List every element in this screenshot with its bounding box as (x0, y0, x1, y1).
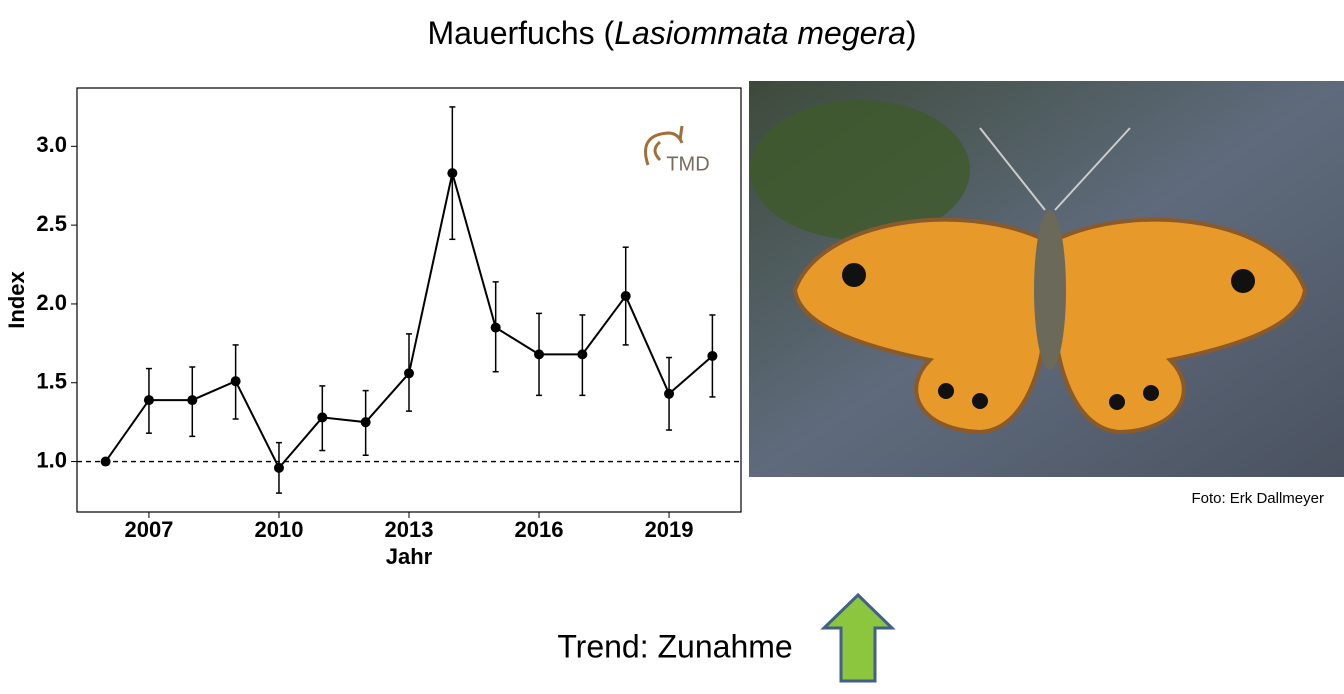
y-axis-label: Index (4, 271, 29, 329)
y-tick-label: 2.5 (36, 211, 67, 236)
chart: TMD Jahr Index 1.0 1.5 2.0 2.5 3.0 2007 2010 20… (4, 87, 742, 569)
photo (749, 81, 1344, 477)
x-tick-label: 2007 (124, 517, 173, 542)
data-point (490, 322, 501, 333)
data-point (577, 349, 588, 360)
x-tick-label: 2019 (645, 517, 694, 542)
eyespot (1109, 394, 1125, 410)
antennae (979, 127, 1131, 211)
trend-label: Trend: Zunahme (557, 628, 792, 664)
logo-icon (644, 125, 684, 166)
slide-title: Mauerfuchs (Lasiommata megera) (427, 15, 916, 51)
data-point (620, 291, 631, 302)
data-point (360, 417, 371, 428)
title-text: Mauerfuchs ( (427, 15, 614, 51)
data-point (534, 349, 545, 360)
y-tick-label: 1.0 (36, 447, 67, 472)
x-tick-label: 2016 (515, 517, 564, 542)
data-point (664, 388, 675, 399)
y-tick-label: 2.0 (36, 290, 67, 315)
eyespot (1231, 269, 1255, 293)
photo-credit: Foto: Erk Dallmeyer (1191, 490, 1324, 507)
eyespot (1143, 385, 1159, 401)
plot-frame (76, 87, 742, 513)
trend-arrow (820, 592, 896, 683)
title-text: ) (906, 15, 917, 51)
x-axis-label: Jahr (386, 544, 433, 569)
data-point (100, 456, 111, 467)
data-point (273, 462, 284, 473)
eyespot (842, 263, 866, 287)
moss (750, 100, 970, 240)
y-tick-label: 1.5 (36, 369, 67, 394)
data-point (230, 376, 241, 387)
data-point (404, 368, 414, 379)
body (1034, 210, 1066, 370)
data-point (707, 350, 718, 361)
title-species: Lasiommata megera (614, 15, 906, 51)
data-line (104, 172, 714, 470)
x-tick-label: 2010 (254, 517, 303, 542)
x-tick-label: 2013 (385, 517, 434, 542)
eyespot (938, 383, 954, 399)
y-tick-label: 3.0 (36, 132, 67, 157)
data-point (447, 168, 458, 179)
data-point (187, 395, 198, 406)
eyespot (972, 393, 988, 409)
data-point (143, 395, 154, 406)
logo: TMD (666, 153, 709, 175)
data-point (317, 412, 328, 423)
